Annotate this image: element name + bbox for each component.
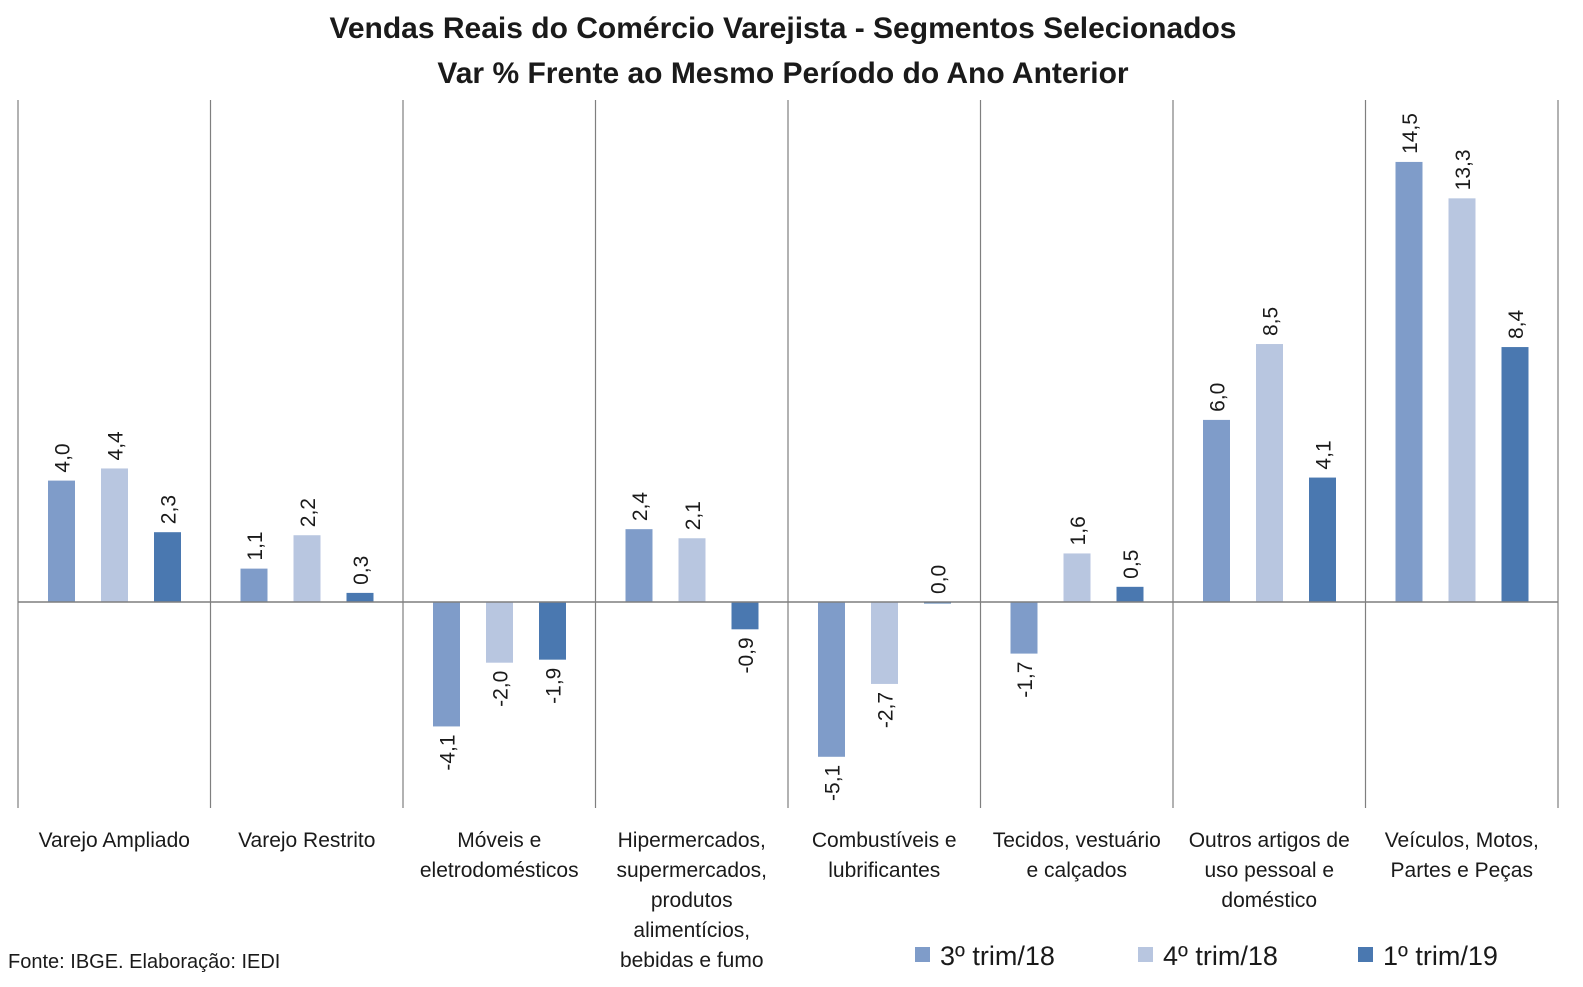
data-label: 0,5 xyxy=(1120,550,1143,579)
legend-label: 3º trim/18 xyxy=(940,941,1055,971)
data-label: 1,1 xyxy=(244,531,267,560)
category-label: Varejo Restrito xyxy=(238,829,375,852)
category-label: Veículos, Motos, Partes e Peças xyxy=(1385,829,1539,882)
data-label: 13,3 xyxy=(1452,149,1475,190)
bar xyxy=(1203,419,1230,602)
category-label: Hipermercados, supermercados, produtos alim… xyxy=(616,829,767,972)
data-label: 1,6 xyxy=(1067,516,1090,545)
legend-swatch xyxy=(1358,947,1373,962)
legend-label: 4º trim/18 xyxy=(1163,941,1278,971)
bar xyxy=(1063,553,1091,602)
data-label: 4,0 xyxy=(52,443,75,472)
data-label: -1,9 xyxy=(543,668,566,704)
bar xyxy=(625,529,653,602)
bar xyxy=(48,480,75,602)
legend: 3º trim/18 4º trim/18 1º trim/19 xyxy=(915,941,1498,971)
data-label: -0,9 xyxy=(735,637,758,673)
bar xyxy=(240,568,268,602)
legend-swatch xyxy=(1138,947,1153,962)
data-label: -4,1 xyxy=(437,734,460,770)
data-label: 8,5 xyxy=(1260,307,1283,336)
data-label: 14,5 xyxy=(1399,113,1422,154)
data-label: 2,1 xyxy=(682,501,705,530)
bar xyxy=(818,602,845,757)
category-label: Tecidos, vestuário e calçados xyxy=(993,829,1161,882)
bar xyxy=(346,592,374,602)
chart-subtitle: Var % Frente ao Mesmo Período do Ano Ant… xyxy=(437,57,1129,90)
bar xyxy=(731,602,759,630)
bar xyxy=(154,532,181,602)
bar xyxy=(1116,586,1144,602)
bar xyxy=(1501,347,1529,602)
legend-swatch xyxy=(915,947,930,962)
category-label: Móveis e eletrodomésticos xyxy=(420,829,579,882)
bar xyxy=(1256,344,1283,602)
bar xyxy=(678,538,706,602)
bar xyxy=(433,602,460,727)
category-labels: Varejo Ampliado Varejo Restrito Móveis e el… xyxy=(39,829,1539,972)
bar xyxy=(1309,477,1336,602)
data-label: -5,1 xyxy=(822,765,845,801)
bar xyxy=(486,602,513,663)
bar xyxy=(1448,198,1476,602)
data-label: 4,4 xyxy=(105,431,128,461)
bar xyxy=(293,535,321,602)
bar xyxy=(1395,161,1423,603)
data-label: 6,0 xyxy=(1207,383,1230,412)
data-label: 0,3 xyxy=(350,556,373,585)
bar xyxy=(924,602,951,604)
data-label: 2,3 xyxy=(158,495,181,524)
bar xyxy=(101,468,128,602)
data-label: 2,2 xyxy=(297,498,320,527)
data-label: 0,0 xyxy=(928,565,951,594)
data-label: 4,1 xyxy=(1313,440,1336,469)
data-label: 2,4 xyxy=(629,492,652,522)
bar xyxy=(871,602,898,684)
data-label: -1,7 xyxy=(1014,662,1037,698)
data-label: 8,4 xyxy=(1505,310,1528,340)
category-label: Combustíveis e lubrificantes xyxy=(812,829,957,882)
bar xyxy=(539,602,566,660)
source-note: Fonte: IBGE. Elaboração: IEDI xyxy=(8,951,280,973)
chart-title: Vendas Reais do Comércio Varejista - Seg… xyxy=(329,12,1236,45)
data-label: -2,7 xyxy=(875,692,898,728)
category-label: Varejo Ampliado xyxy=(39,829,190,852)
bar xyxy=(1010,602,1038,654)
plot-area: 4,0 1,1 -4,1 2,4 -5,1 -1,7 6,0 14,5 4,4 2,2 -2,0 2,… xyxy=(17,100,1559,808)
data-label: -2,0 xyxy=(490,671,513,707)
category-label: Outros artigos de uso pessoal e doméstico xyxy=(1189,829,1350,912)
legend-label: 1º trim/19 xyxy=(1383,941,1498,971)
